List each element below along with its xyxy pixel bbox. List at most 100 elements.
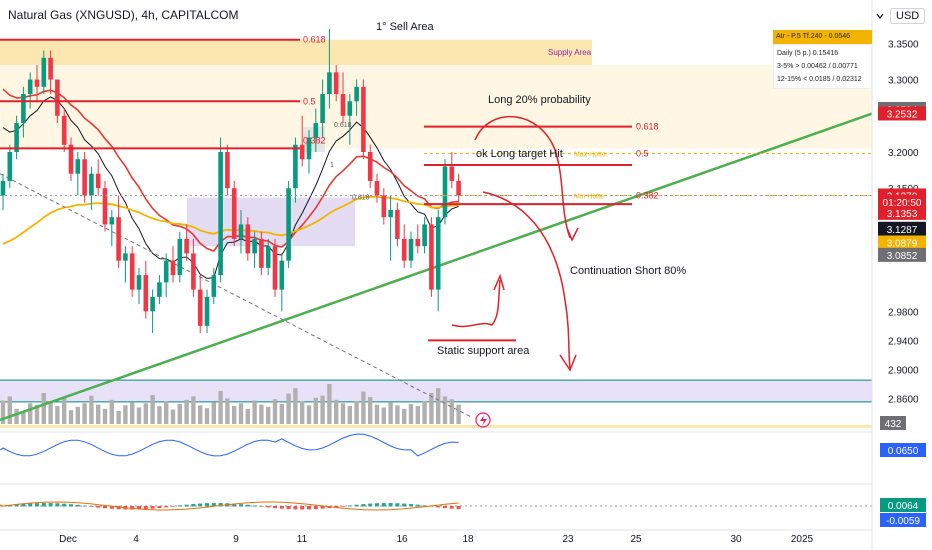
candle-body (395, 209, 400, 239)
candles (0, 28, 461, 334)
price-tag (878, 106, 926, 121)
candle-body (286, 188, 291, 261)
macd-histogram-bar (443, 506, 447, 509)
rsi-tag-label: 0.0650 (888, 446, 919, 457)
volume-bar (245, 408, 250, 424)
static-support-label: Static support area (437, 345, 530, 357)
macd-histogram-bar (69, 504, 73, 507)
macd-histogram-bar (116, 506, 121, 510)
candle-body (191, 253, 196, 290)
volume-bar (136, 407, 142, 424)
volume-bar (354, 401, 359, 424)
arrowhead-large (559, 354, 577, 372)
volume-bar (143, 403, 148, 424)
volume-bar (272, 399, 278, 424)
volume-bar (211, 402, 216, 424)
y-tick-label: 3.3000 (888, 76, 919, 87)
price-tag-label: 3.1287 (887, 225, 918, 236)
volume-bar (218, 390, 223, 424)
macd-histogram-bar (245, 504, 250, 507)
macd-signal-line (0, 501, 459, 511)
candle-body (204, 296, 210, 326)
macd-neg-tag (880, 513, 926, 527)
volume-bar (388, 402, 393, 424)
volume-tag-label: 432 (885, 419, 902, 430)
currency-dropdown-icon[interactable] (876, 12, 884, 20)
macd-histogram-bar (354, 504, 359, 507)
y-tick-label: 3.2000 (888, 148, 919, 159)
ema-fast-line (2, 96, 459, 279)
candle-body (68, 144, 74, 174)
candle-body (75, 159, 81, 174)
macd-histogram-bar (252, 505, 257, 507)
macd-histogram-bar (177, 505, 182, 507)
price-tag-label: 3.0879 (887, 239, 918, 250)
macd-histogram-bar (21, 503, 26, 507)
x-tick-label: 4 (133, 534, 139, 545)
candle-body (367, 152, 373, 181)
continuation-short-label: Continuation Short 80% (570, 265, 686, 277)
candle-body (150, 296, 155, 312)
macd-histogram-bar (449, 506, 454, 509)
volume-bar (286, 393, 291, 424)
macd-histogram-bar (341, 506, 345, 507)
volume-bar (313, 397, 318, 424)
price-tag (878, 247, 926, 262)
arrow-continuation-large (482, 191, 571, 369)
arrowhead-small (566, 227, 579, 242)
volume-bar (395, 405, 400, 424)
volume-bar (320, 395, 325, 424)
candle-body (21, 94, 26, 124)
candle-body (27, 79, 33, 95)
macd-histogram-bar (320, 506, 325, 509)
volume-bar (34, 404, 40, 424)
macd-histogram-bar (307, 506, 311, 510)
macd-histogram-bar (422, 505, 427, 507)
price-tag-label: 3.2532 (887, 109, 918, 120)
x-tick-label: 2025 (791, 534, 814, 545)
candle-body (14, 123, 19, 152)
arrowhead-up (493, 273, 505, 291)
fib-right-0618-label: 0.618 (636, 122, 659, 132)
macd-histogram-bar (171, 506, 175, 507)
volume-bar (62, 397, 67, 424)
macd-histogram-bar (273, 506, 277, 509)
macd-histogram-bar (109, 506, 114, 509)
candle-body (123, 253, 128, 261)
macd-histogram-bar (402, 503, 407, 507)
currency-button[interactable]: USD (890, 8, 926, 24)
candle-body (435, 217, 441, 290)
macd-histogram-bar (184, 504, 189, 507)
candle-body (313, 123, 319, 138)
volume-bar (28, 403, 33, 424)
fib-mid-0-label: 0.618 (352, 194, 370, 201)
volume-bar (75, 406, 80, 424)
volume-bar (82, 403, 87, 424)
candle-body (102, 188, 108, 225)
volume-tag (880, 416, 906, 430)
macd-histogram-bar (415, 504, 420, 507)
volume-bar (347, 406, 352, 424)
candle-body (95, 173, 101, 189)
y-tick-label: 2.9400 (888, 336, 919, 347)
candle-body (231, 188, 237, 239)
candle-body (211, 275, 217, 297)
x-tick-label: 11 (297, 534, 308, 545)
candle-body (252, 238, 257, 254)
macd-histogram-bar (143, 506, 148, 510)
time-axis: Dec 4 9 11 16 18 23 25 30 2025 (0, 529, 872, 545)
price-tag-label: 01:20:50 (883, 198, 922, 209)
volume-baseline (0, 425, 872, 428)
max-hotte-label: Max Hotte (574, 151, 606, 158)
candle-body (374, 180, 380, 196)
volume-bar (415, 406, 420, 424)
arrow-up-scribble (451, 279, 501, 328)
volume-bar (68, 410, 74, 424)
volume-bar (150, 395, 155, 424)
candle-body (89, 173, 94, 196)
y-tick-label: 2.8600 (888, 394, 919, 405)
volume-bar (449, 399, 454, 424)
candle-body (41, 57, 47, 87)
candle-body (109, 217, 115, 225)
